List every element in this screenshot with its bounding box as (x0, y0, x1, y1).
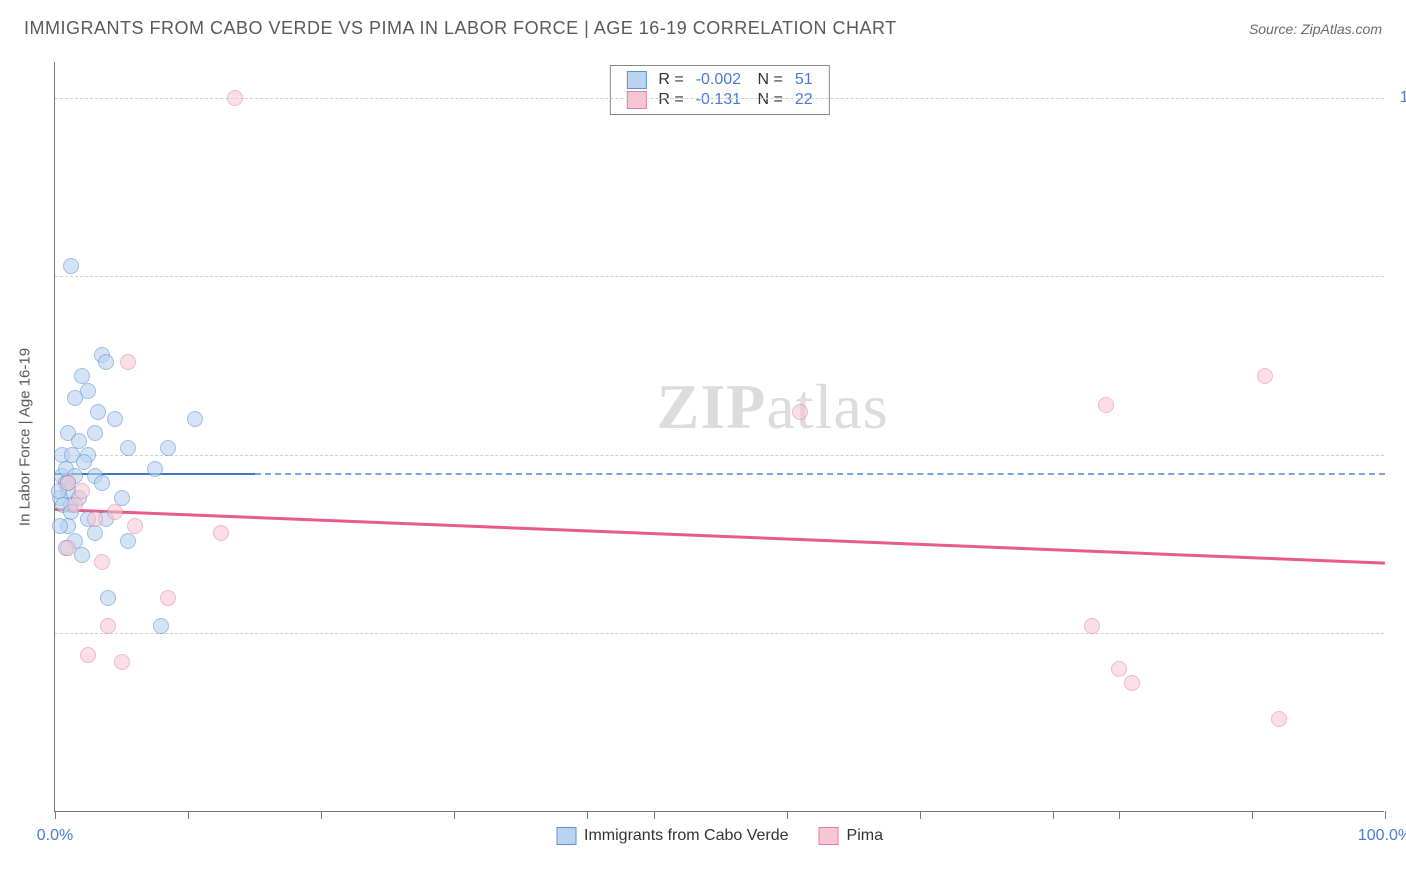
swatch-icon (819, 827, 839, 845)
scatter-point (1084, 618, 1100, 634)
scatter-point (90, 404, 106, 420)
scatter-point (147, 461, 163, 477)
scatter-point (67, 390, 83, 406)
legend-row: R =-0.131 N =22 (620, 90, 818, 110)
gridline (55, 633, 1384, 634)
scatter-point (67, 497, 83, 513)
x-tick (55, 811, 56, 819)
scatter-point (1257, 368, 1273, 384)
scatter-point (87, 511, 103, 527)
gridline (55, 455, 1384, 456)
x-tick (321, 811, 322, 819)
gridline (55, 276, 1384, 277)
trend-line-dashed (255, 473, 1386, 475)
page-title: IMMIGRANTS FROM CABO VERDE VS PIMA IN LA… (24, 18, 897, 39)
x-tick (188, 811, 189, 819)
x-tick-label: 100.0% (1358, 827, 1406, 845)
scatter-point (1098, 397, 1114, 413)
swatch-icon (626, 71, 646, 89)
x-tick (654, 811, 655, 819)
scatter-point (94, 475, 110, 491)
scatter-point (98, 354, 114, 370)
scatter-point (87, 525, 103, 541)
correlation-chart: ZIPatlas In Labor Force | Age 16-19 R =-… (54, 62, 1384, 812)
x-tick (920, 811, 921, 819)
legend-correlation: R =-0.002 N =51 R =-0.131 N =22 (609, 65, 829, 115)
header: IMMIGRANTS FROM CABO VERDE VS PIMA IN LA… (0, 0, 1406, 49)
x-tick (1119, 811, 1120, 819)
y-tick-label: 75.0% (1394, 267, 1406, 285)
scatter-point (107, 411, 123, 427)
scatter-point (153, 618, 169, 634)
swatch-icon (556, 827, 576, 845)
scatter-point (80, 647, 96, 663)
y-tick-label: 25.0% (1394, 624, 1406, 642)
scatter-point (63, 258, 79, 274)
swatch-icon (626, 91, 646, 109)
scatter-point (76, 454, 92, 470)
x-tick (587, 811, 588, 819)
legend-item: Immigrants from Cabo Verde (556, 827, 789, 845)
scatter-point (114, 654, 130, 670)
source-label: Source: ZipAtlas.com (1249, 21, 1382, 37)
scatter-point (120, 533, 136, 549)
x-tick (1053, 811, 1054, 819)
scatter-point (792, 404, 808, 420)
x-tick (787, 811, 788, 819)
gridline (55, 98, 1384, 99)
y-tick-label: 50.0% (1394, 446, 1406, 464)
scatter-point (94, 554, 110, 570)
scatter-point (187, 411, 203, 427)
scatter-point (160, 590, 176, 606)
scatter-point (120, 354, 136, 370)
legend-item: Pima (819, 827, 883, 845)
legend-series: Immigrants from Cabo Verde Pima (556, 827, 883, 845)
x-tick-label: 0.0% (37, 827, 73, 845)
scatter-point (87, 425, 103, 441)
scatter-point (213, 525, 229, 541)
scatter-point (107, 504, 123, 520)
x-tick (1385, 811, 1386, 819)
scatter-point (227, 90, 243, 106)
x-tick (1252, 811, 1253, 819)
watermark: ZIPatlas (657, 370, 889, 444)
legend-row: R =-0.002 N =51 (620, 70, 818, 90)
x-tick (454, 811, 455, 819)
y-axis-label: In Labor Force | Age 16-19 (17, 347, 34, 525)
scatter-point (120, 440, 136, 456)
scatter-point (1124, 675, 1140, 691)
scatter-point (127, 518, 143, 534)
scatter-point (1111, 661, 1127, 677)
scatter-point (52, 518, 68, 534)
scatter-point (160, 440, 176, 456)
trend-line (55, 508, 1385, 564)
scatter-point (100, 618, 116, 634)
scatter-point (1271, 711, 1287, 727)
scatter-point (60, 540, 76, 556)
scatter-point (100, 590, 116, 606)
y-tick-label: 100.0% (1394, 89, 1406, 107)
